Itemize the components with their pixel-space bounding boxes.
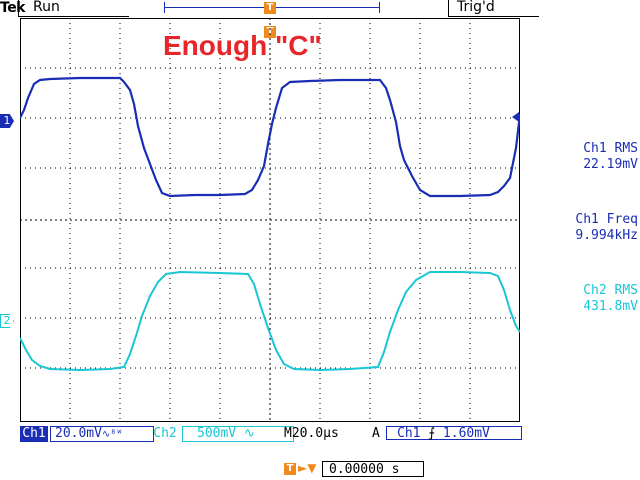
waveform-display[interactable]: 1 2 (0, 18, 520, 422)
ch2-scale-value: 500mV (197, 426, 237, 441)
measurement-value: 9.994kHz (575, 228, 638, 243)
measurement-label: Ch1 RMS (583, 141, 638, 156)
ch1-waveform (20, 76, 520, 198)
trigger-level-marker[interactable] (512, 112, 519, 122)
bottom-status-bar: Ch1 20.0mV∿ᴮᵂ Ch2 500mV ∿ M20.0µs A Ch1 … (0, 424, 640, 444)
timebase[interactable]: M20.0µs (284, 426, 339, 442)
ch2-ground-marker[interactable]: 2 (0, 314, 14, 328)
ch2-badge[interactable]: Ch2 (153, 426, 177, 441)
trigger-marker-icon: T (264, 2, 276, 14)
measurement-value: 431.8mV (583, 299, 638, 314)
trigger-marker-icon-lower: T (264, 26, 276, 38)
horizontal-position-value: 0.00000 s (322, 461, 424, 477)
ch2-coupling-icon: ∿ (243, 426, 255, 441)
ch1-badge[interactable]: Ch1 (20, 426, 48, 442)
trigger-source: Ch1 (397, 426, 421, 441)
measurement-ch2-rms: Ch2 RMS 431.8mV (538, 283, 638, 315)
measurement-label: Ch2 RMS (583, 283, 638, 298)
ch2-waveform (20, 270, 520, 372)
measurement-ch1-rms: Ch1 RMS 22.19mV (538, 141, 638, 173)
top-status-bar: Tek Run Trig'd (0, 0, 640, 18)
ch1-scale-value: 20.0mV (55, 426, 102, 441)
trigger-position-icon: T (284, 463, 296, 475)
trigger-level: 1.60mV (442, 426, 490, 441)
arrow-right-icon: ►▼ (298, 461, 317, 475)
measurement-label: Ch1 Freq (575, 212, 638, 227)
measurement-value: 22.19mV (583, 157, 638, 172)
ch2-scale[interactable]: 500mV ∿ (182, 426, 294, 442)
measurement-ch1-freq: Ch1 Freq 9.994kHz (538, 212, 638, 244)
timebase-value: 20.0µs (291, 426, 339, 441)
graticule (20, 18, 520, 422)
annotation-text: Enough "C" (163, 30, 322, 61)
ch1-ground-marker[interactable]: 1 (0, 114, 14, 128)
trigger-settings[interactable]: Ch1 ⨍ 1.60mV (386, 426, 522, 441)
trigger-status: Trig'd (448, 0, 539, 17)
trigger-slope-icon: ⨍ (428, 426, 436, 441)
ch1-scale[interactable]: 20.0mV∿ᴮᵂ (50, 426, 154, 442)
acquisition-state-label: Run (33, 0, 60, 15)
ch1-coupling-icon: ∿ᴮᵂ (101, 429, 123, 440)
trigger-position-marker[interactable]: T T (264, 0, 276, 40)
brand-logo: Tek (0, 0, 26, 16)
timebase-prefix: M (284, 426, 292, 441)
trigger-status-label: Trig'd (457, 0, 495, 15)
acquisition-state[interactable]: Run (18, 0, 129, 17)
trigger-mode: A (372, 426, 380, 441)
